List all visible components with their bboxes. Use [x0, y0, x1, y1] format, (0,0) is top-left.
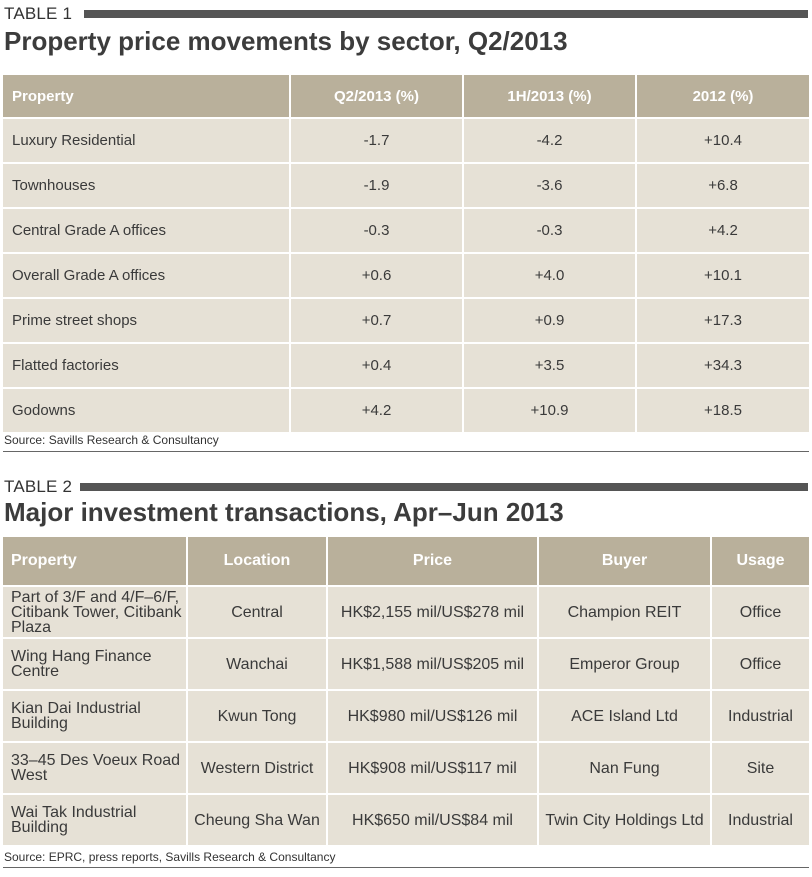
- usage-cell: Office: [711, 585, 809, 638]
- table1-header-q2: Q2/2013 (%): [290, 75, 464, 118]
- property-cell: Godowns: [3, 387, 291, 432]
- value-cell: +0.6: [290, 252, 464, 298]
- usage-cell: Office: [711, 637, 809, 690]
- buyer-cell: Nan Fung: [538, 741, 712, 794]
- table2-label-row: TABLE 2: [0, 473, 812, 496]
- value-cell: +4.0: [463, 252, 637, 298]
- table-row: Wing Hang Finance Centre Wanchai HK$1,58…: [3, 637, 809, 690]
- value-cell: +17.3: [636, 297, 809, 343]
- property-cell: Prime street shops: [3, 297, 291, 343]
- price-cell: HK$980 mil/US$126 mil: [327, 689, 539, 742]
- table-row: 33–45 Des Voeux Road West Western Distri…: [3, 741, 809, 794]
- table1-title: Property price movements by sector, Q2/2…: [4, 26, 568, 56]
- table1: Property Q2/2013 (%) 1H/2013 (%) 2012 (%…: [3, 75, 809, 432]
- table1-header-property: Property: [3, 75, 291, 118]
- value-cell: +18.5: [636, 387, 809, 432]
- value-cell: +0.9: [463, 297, 637, 343]
- location-cell: Central: [187, 585, 328, 638]
- table2-header-buyer: Buyer: [538, 537, 712, 586]
- value-cell: +4.2: [636, 207, 809, 253]
- table-row: Part of 3/F and 4/F–6/F, Citibank Tower,…: [3, 585, 809, 638]
- value-cell: +0.7: [290, 297, 464, 343]
- property-cell: Luxury Residential: [3, 117, 291, 163]
- table-row: Prime street shops +0.7 +0.9 +17.3: [3, 297, 809, 343]
- table2-header-row: Property Location Price Buyer Usage: [3, 537, 809, 586]
- table1-header-row: Property Q2/2013 (%) 1H/2013 (%) 2012 (%…: [3, 75, 809, 118]
- value-cell: -1.9: [290, 162, 464, 208]
- value-cell: -1.7: [290, 117, 464, 163]
- table1-source: Source: Savills Research & Consultancy: [4, 433, 219, 447]
- price-cell: HK$1,588 mil/US$205 mil: [327, 637, 539, 690]
- table2-header-price: Price: [327, 537, 539, 586]
- value-cell: -4.2: [463, 117, 637, 163]
- value-cell: +10.9: [463, 387, 637, 432]
- table1-label-row: TABLE 1: [0, 0, 812, 23]
- property-cell: Central Grade A offices: [3, 207, 291, 253]
- value-cell: -3.6: [463, 162, 637, 208]
- property-cell: Kian Dai Industrial Building: [3, 689, 188, 742]
- table1-header-2012: 2012 (%): [636, 75, 809, 118]
- table-row: Overall Grade A offices +0.6 +4.0 +10.1: [3, 252, 809, 298]
- table2-label: TABLE 2: [4, 477, 73, 496]
- usage-cell: Site: [711, 741, 809, 794]
- table-row: Townhouses -1.9 -3.6 +6.8: [3, 162, 809, 208]
- property-cell: Wai Tak Industrial Building: [3, 793, 188, 845]
- table-row: Kian Dai Industrial Building Kwun Tong H…: [3, 689, 809, 742]
- property-cell: Townhouses: [3, 162, 291, 208]
- table-row: Luxury Residential -1.7 -4.2 +10.4: [3, 117, 809, 163]
- price-cell: HK$2,155 mil/US$278 mil: [327, 585, 539, 638]
- location-cell: Cheung Sha Wan: [187, 793, 328, 845]
- table-row: Godowns +4.2 +10.9 +18.5: [3, 387, 809, 432]
- table1-divider: [3, 451, 809, 452]
- usage-cell: Industrial: [711, 689, 809, 742]
- location-cell: Western District: [187, 741, 328, 794]
- usage-cell: Industrial: [711, 793, 809, 845]
- table2-header-property: Property: [3, 537, 188, 586]
- value-cell: +10.4: [636, 117, 809, 163]
- value-cell: +4.2: [290, 387, 464, 432]
- table2-header-location: Location: [187, 537, 328, 586]
- property-cell: Part of 3/F and 4/F–6/F, Citibank Tower,…: [3, 585, 188, 638]
- price-cell: HK$908 mil/US$117 mil: [327, 741, 539, 794]
- table-row: Central Grade A offices -0.3 -0.3 +4.2: [3, 207, 809, 253]
- location-cell: Wanchai: [187, 637, 328, 690]
- value-cell: +3.5: [463, 342, 637, 388]
- value-cell: -0.3: [290, 207, 464, 253]
- table2-title: Major investment transactions, Apr–Jun 2…: [4, 497, 564, 527]
- table2: Property Location Price Buyer Usage Part…: [3, 537, 809, 845]
- buyer-cell: ACE Island Ltd: [538, 689, 712, 742]
- value-cell: +0.4: [290, 342, 464, 388]
- table1-label: TABLE 1: [4, 4, 73, 23]
- table1-header-1h: 1H/2013 (%): [463, 75, 637, 118]
- property-cell: Flatted factories: [3, 342, 291, 388]
- buyer-cell: Emperor Group: [538, 637, 712, 690]
- value-cell: +34.3: [636, 342, 809, 388]
- table2-divider: [3, 867, 809, 868]
- property-cell: 33–45 Des Voeux Road West: [3, 741, 188, 794]
- table2-header-usage: Usage: [711, 537, 809, 586]
- table1-label-bar: [84, 10, 808, 18]
- table2-label-bar: [80, 483, 808, 491]
- table-row: Flatted factories +0.4 +3.5 +34.3: [3, 342, 809, 388]
- table-row: Wai Tak Industrial Building Cheung Sha W…: [3, 793, 809, 845]
- table2-section: TABLE 2 Major investment transactions, A…: [0, 473, 812, 877]
- value-cell: +10.1: [636, 252, 809, 298]
- table1-section: TABLE 1 Property price movements by sect…: [0, 0, 812, 452]
- property-cell: Overall Grade A offices: [3, 252, 291, 298]
- value-cell: -0.3: [463, 207, 637, 253]
- buyer-cell: Champion REIT: [538, 585, 712, 638]
- value-cell: +6.8: [636, 162, 809, 208]
- price-cell: HK$650 mil/US$84 mil: [327, 793, 539, 845]
- table2-source: Source: EPRC, press reports, Savills Res…: [4, 850, 336, 864]
- location-cell: Kwun Tong: [187, 689, 328, 742]
- buyer-cell: Twin City Holdings Ltd: [538, 793, 712, 845]
- property-cell: Wing Hang Finance Centre: [3, 637, 188, 690]
